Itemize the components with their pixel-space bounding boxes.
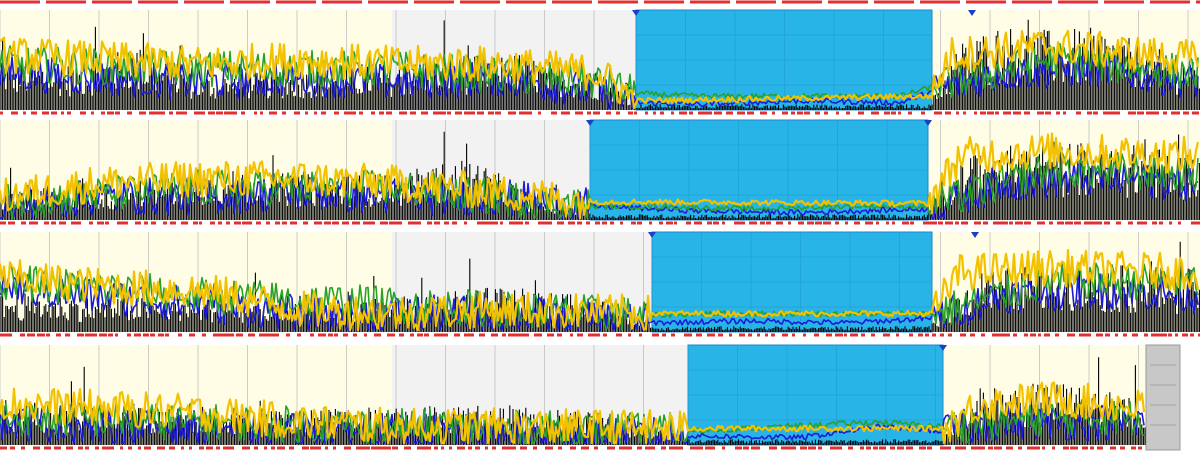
marker-triangle-icon	[632, 10, 640, 16]
series-line-series_yellow	[0, 381, 1146, 445]
series-line-series_yellow	[0, 132, 1200, 220]
scroll-thumb[interactable]	[1145, 344, 1181, 451]
marker-triangle-icon	[939, 345, 947, 351]
chart-row-3	[0, 231, 1200, 337]
marker-triangle-icon	[968, 10, 976, 16]
marker-triangle-icon	[971, 232, 979, 238]
marker-triangle-icon	[648, 232, 656, 238]
chart-row-1	[0, 9, 1200, 115]
series-line-series_blue	[0, 160, 1199, 219]
series-line-series_yellow	[0, 29, 1200, 110]
series-line-series_yellow	[0, 248, 1200, 332]
chart-row-4	[0, 344, 1146, 450]
series-bars-series_black	[0, 131, 1200, 220]
chart-row-2	[0, 119, 1200, 225]
marker-triangle-icon	[924, 120, 932, 126]
marker-triangle-icon	[586, 120, 594, 126]
